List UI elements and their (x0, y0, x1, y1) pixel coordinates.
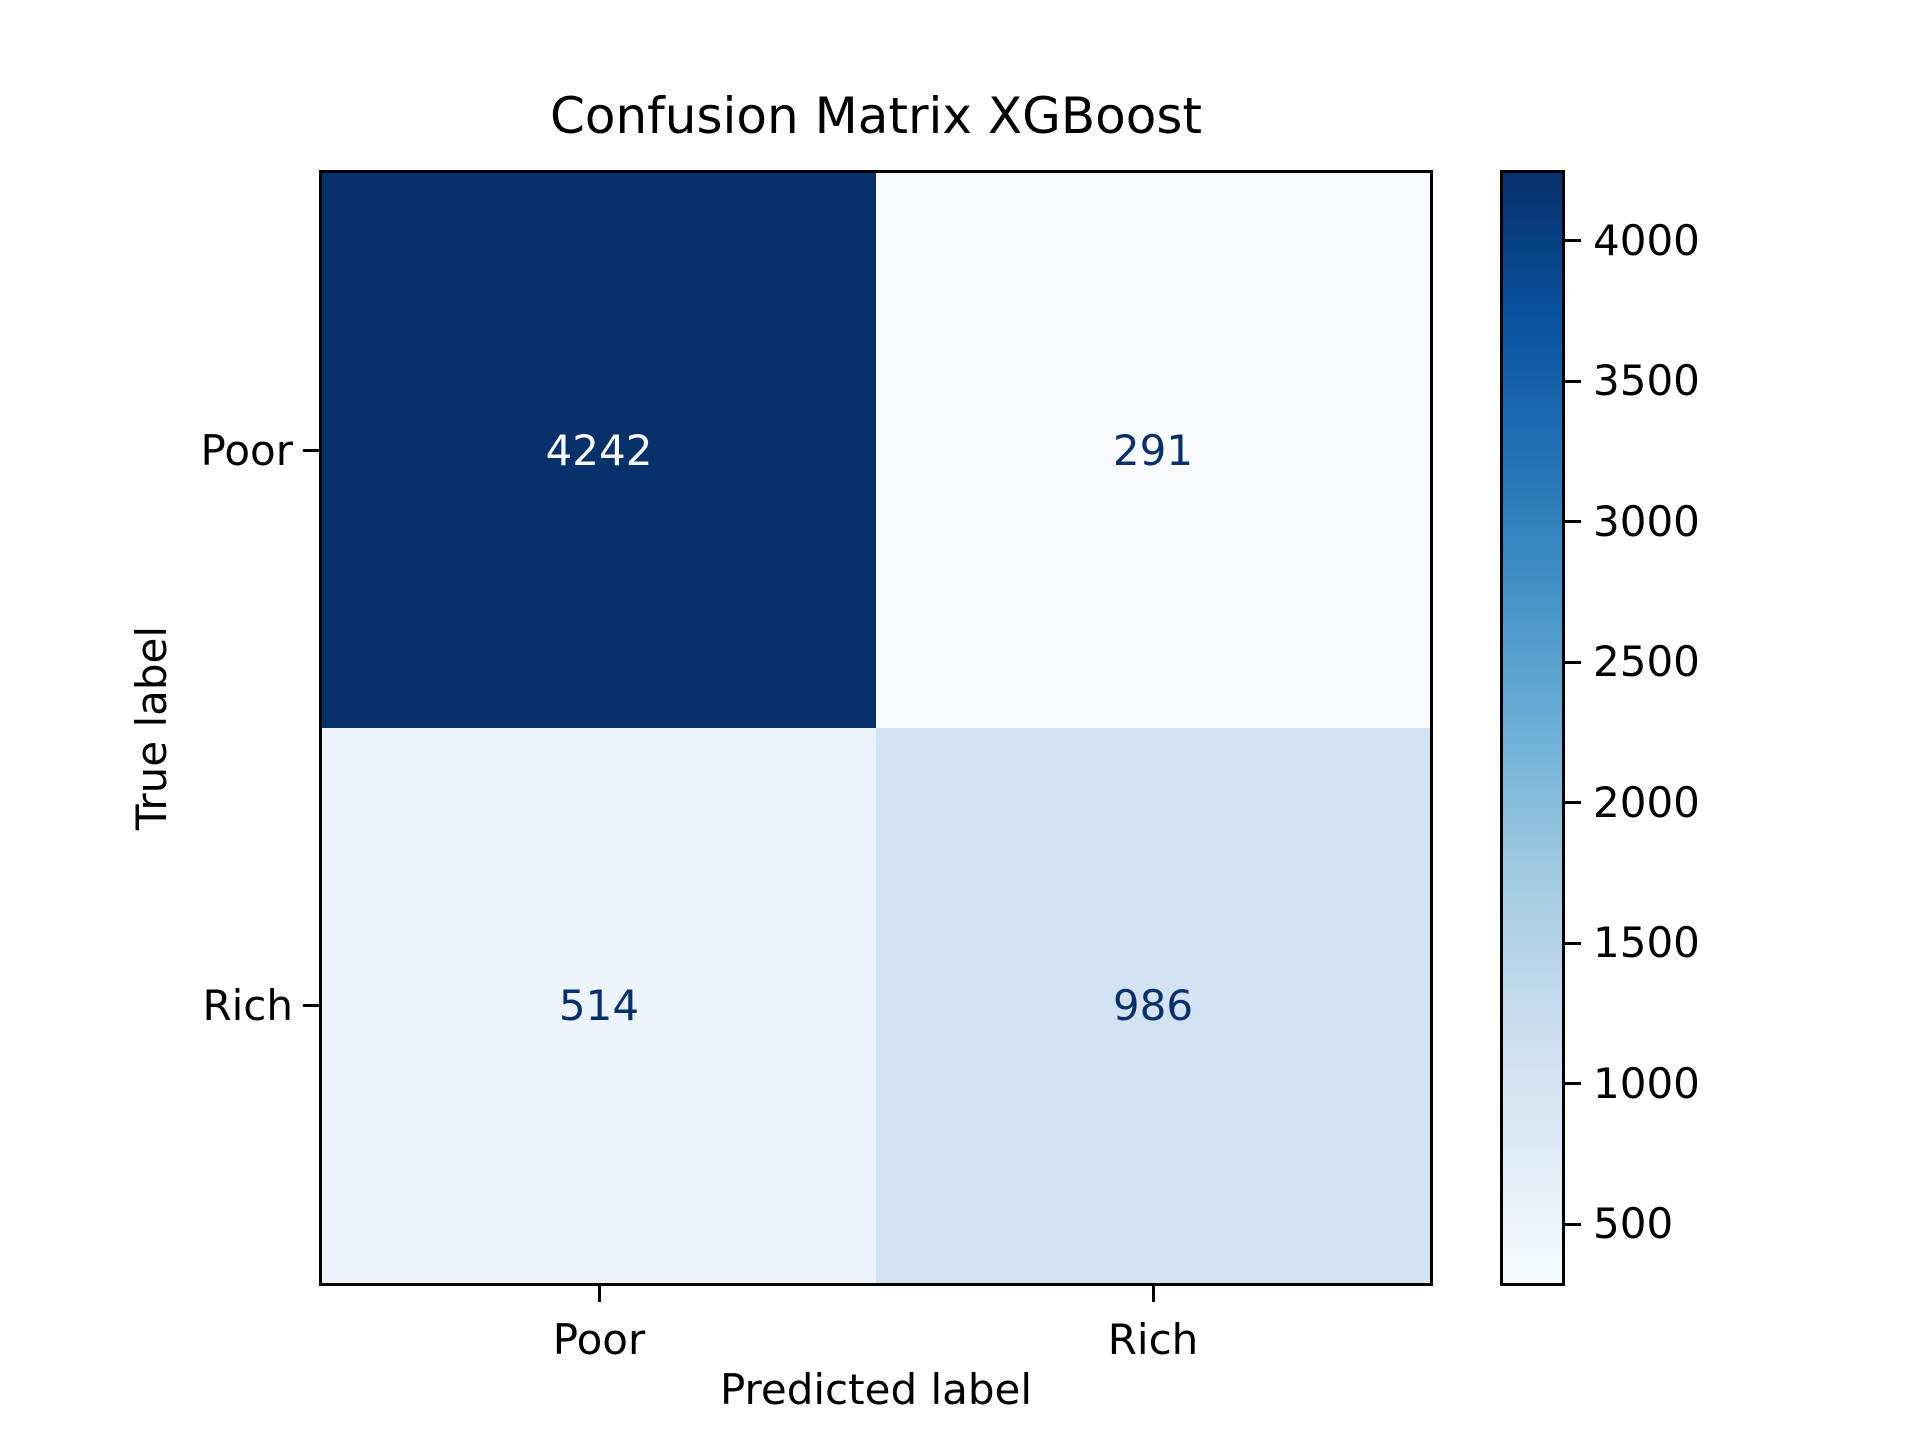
colorbar-tick-label: 2500 (1593, 637, 1700, 687)
x-tick-mark (597, 1286, 601, 1302)
colorbar-tick-label: 2000 (1593, 777, 1700, 827)
colorbar-tick-mark (1565, 941, 1581, 945)
y-tick-label: Rich (202, 980, 293, 1030)
y-axis-label: True label (127, 625, 176, 831)
matrix-cell-rich-poor: 514 (322, 728, 876, 1283)
x-tick-mark (1151, 1286, 1155, 1302)
colorbar-tick-mark (1565, 1082, 1581, 1086)
colorbar-tick-label: 3000 (1593, 496, 1700, 546)
colorbar-tick-mark (1565, 379, 1581, 383)
colorbar-tick-mark (1565, 660, 1581, 664)
y-tick-mark (303, 449, 319, 452)
chart-title: Confusion Matrix XGBoost (549, 87, 1203, 145)
colorbar-tick-mark (1565, 1222, 1581, 1226)
colorbar-tick-label: 1500 (1593, 918, 1700, 968)
colorbar-tick-label: 3500 (1593, 356, 1700, 406)
x-tick-label: Poor (552, 1315, 646, 1364)
y-tick-label: Poor (200, 425, 294, 475)
confusion-matrix-plot: 4242 291 514 986 (319, 170, 1433, 1286)
colorbar-tick-mark (1565, 239, 1581, 243)
colorbar (1500, 170, 1565, 1286)
colorbar-tick-mark (1565, 520, 1581, 524)
x-tick-label: Rich (1107, 1315, 1199, 1364)
matrix-cell-poor-poor: 4242 (322, 173, 876, 728)
x-axis-label: Predicted label (719, 1365, 1033, 1414)
y-tick-mark (303, 1004, 319, 1007)
matrix-cell-rich-rich: 986 (876, 728, 1430, 1283)
colorbar-tick-label: 4000 (1593, 215, 1700, 265)
colorbar-tick-label: 1000 (1593, 1058, 1700, 1108)
colorbar-tick-label: 500 (1593, 1199, 1674, 1249)
matrix-cells: 4242 291 514 986 (322, 173, 1430, 1283)
matrix-cell-poor-rich: 291 (876, 173, 1430, 728)
colorbar-tick-mark (1565, 801, 1581, 805)
